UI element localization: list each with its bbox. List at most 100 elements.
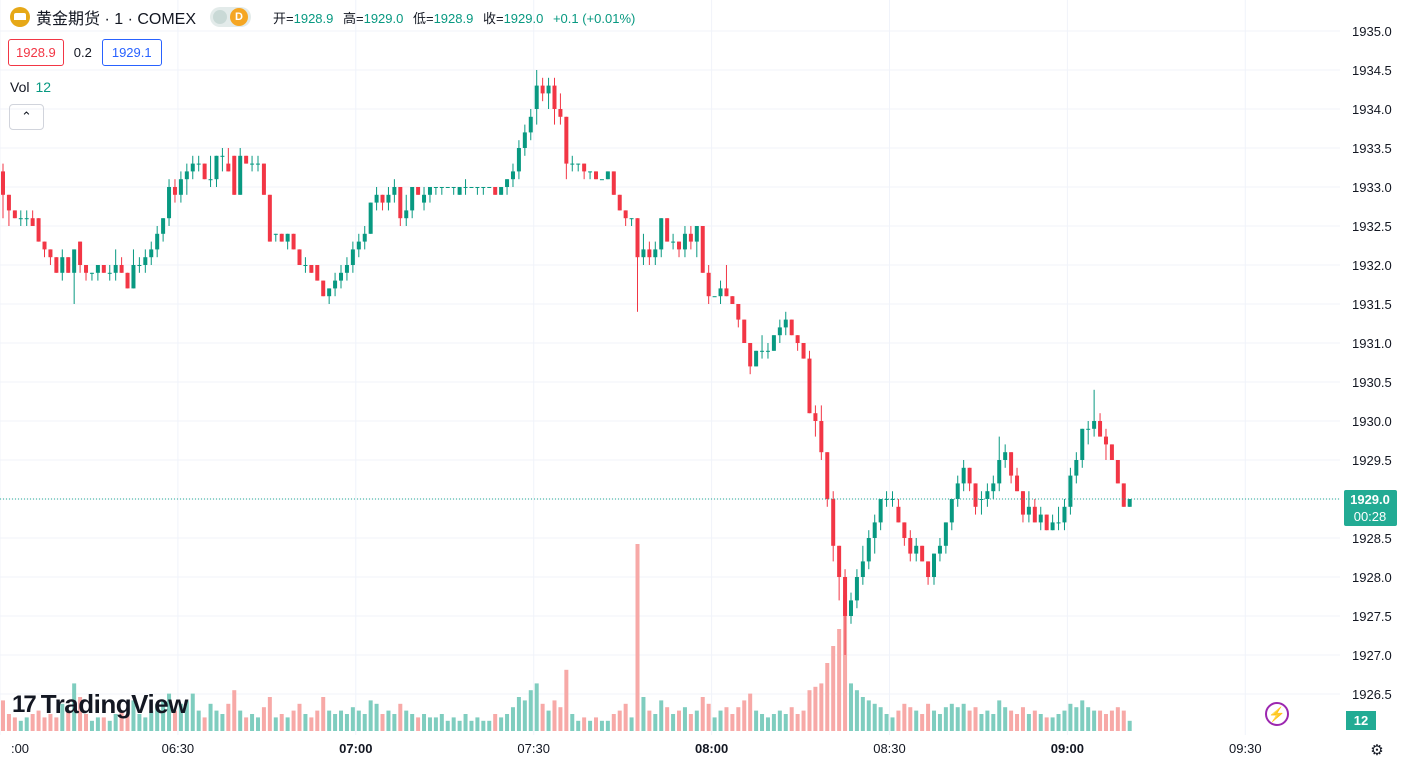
price-tick-label: 1928.0 xyxy=(1352,570,1392,585)
candle-body xyxy=(463,187,468,188)
volume-bar xyxy=(997,700,1002,731)
candle-body xyxy=(629,218,634,220)
volume-bar xyxy=(315,710,320,731)
volume-bar xyxy=(481,720,486,731)
candle-body xyxy=(315,265,320,281)
status-dot-icon xyxy=(213,10,228,24)
candle-body xyxy=(303,265,308,266)
price-tick-label: 1930.5 xyxy=(1352,375,1392,390)
volume-bar xyxy=(878,707,883,731)
candle-body xyxy=(872,522,877,538)
candle-body xyxy=(125,272,130,289)
candle-body xyxy=(84,265,89,273)
volume-bar xyxy=(884,714,889,731)
lightning-icon[interactable]: ⚡ xyxy=(1265,702,1289,726)
candle-body xyxy=(321,280,326,297)
volume-bar xyxy=(700,697,705,731)
candle-body xyxy=(1015,475,1020,492)
volume-bar xyxy=(30,714,35,731)
volume-bar xyxy=(1056,714,1061,731)
candle-body xyxy=(570,163,575,165)
candle-body xyxy=(30,218,35,226)
candle-body xyxy=(795,335,800,343)
sell-button[interactable]: 1928.9 xyxy=(8,39,64,66)
candle-body xyxy=(653,249,658,258)
volume-value: 12 xyxy=(35,79,52,95)
market-status-pill[interactable]: D xyxy=(210,7,252,27)
candle-body xyxy=(404,210,409,219)
time-tick-label: 07:00 xyxy=(339,741,372,756)
open-label: 开= xyxy=(273,10,294,26)
gear-icon[interactable]: ⚙ xyxy=(1370,742,1384,759)
volume-bar xyxy=(736,707,741,731)
volume-bar xyxy=(908,707,913,731)
volume-bar xyxy=(843,595,848,731)
candle-body xyxy=(244,155,249,164)
candle-body xyxy=(416,187,421,195)
volume-bar xyxy=(920,714,925,731)
volume-bar xyxy=(273,717,278,731)
candle-body xyxy=(807,358,812,414)
candle-body xyxy=(878,499,883,523)
candle-body xyxy=(1056,522,1061,524)
volume-bar xyxy=(653,714,658,731)
volume-bar xyxy=(178,703,183,731)
volume-bar xyxy=(872,703,877,731)
candle-body xyxy=(60,257,65,273)
volume-bar xyxy=(226,703,231,731)
candle-body xyxy=(576,163,581,165)
time-axis[interactable]: :00 06:30 07:00 07:30 08:00 08:30 09:00 09:30 xyxy=(11,741,1262,756)
candle-body xyxy=(167,187,172,219)
price-tick-label: 1931.5 xyxy=(1352,297,1392,312)
candle-body xyxy=(843,577,848,616)
candle-body xyxy=(214,155,219,180)
candle-body xyxy=(777,327,782,336)
volume-bar xyxy=(149,710,154,731)
time-tick-label: 09:00 xyxy=(1051,741,1084,756)
volume-bar xyxy=(291,710,296,731)
volume-bar xyxy=(167,693,172,731)
candle-body xyxy=(42,241,47,250)
candle-body xyxy=(445,187,450,188)
candle-body xyxy=(1050,522,1055,531)
volume-bar xyxy=(89,720,94,731)
volume-bar xyxy=(422,714,427,731)
price-tick-label: 1927.0 xyxy=(1352,648,1392,663)
candle-body xyxy=(344,265,349,273)
candle-body xyxy=(837,545,842,577)
volume-bar xyxy=(516,697,521,731)
collapse-legend-button[interactable]: ⌃ xyxy=(9,104,44,130)
symbol-title[interactable]: 黄金期货 · 1 · COMEX xyxy=(36,11,197,28)
candle-body xyxy=(1086,428,1091,430)
price-axis[interactable]: 1935.0 1934.5 1934.0 1933.5 1933.0 1932.5 1932… xyxy=(1352,24,1392,702)
buy-button[interactable]: 1929.1 xyxy=(101,39,162,66)
candle-body xyxy=(599,179,604,181)
candle-body xyxy=(659,218,664,250)
candle-body xyxy=(113,265,118,273)
volume-bar xyxy=(190,693,195,731)
volume-bar xyxy=(1086,707,1091,731)
volume-bar xyxy=(1038,714,1043,731)
volume-bar xyxy=(902,703,907,731)
volume-bar xyxy=(777,710,782,731)
candle-body xyxy=(12,210,17,219)
volume-bar xyxy=(404,710,409,731)
candle-body xyxy=(505,179,510,187)
candle-body xyxy=(1127,499,1132,507)
candle-body xyxy=(161,218,166,234)
close-label: 收= xyxy=(482,10,504,26)
candle-body xyxy=(1020,491,1025,515)
candle-body xyxy=(991,483,996,492)
volume-bar xyxy=(250,714,255,731)
candle-body xyxy=(427,187,432,195)
volume-bar xyxy=(267,697,272,731)
volume-bar xyxy=(712,717,717,731)
tradingview-logo[interactable]: 17 TradingView xyxy=(12,689,188,720)
candle-body xyxy=(949,499,954,523)
candle-body xyxy=(107,272,112,274)
volume-bar xyxy=(848,683,853,731)
candle-body xyxy=(854,577,859,601)
volume-bar xyxy=(819,683,824,731)
candle-body xyxy=(469,187,474,188)
